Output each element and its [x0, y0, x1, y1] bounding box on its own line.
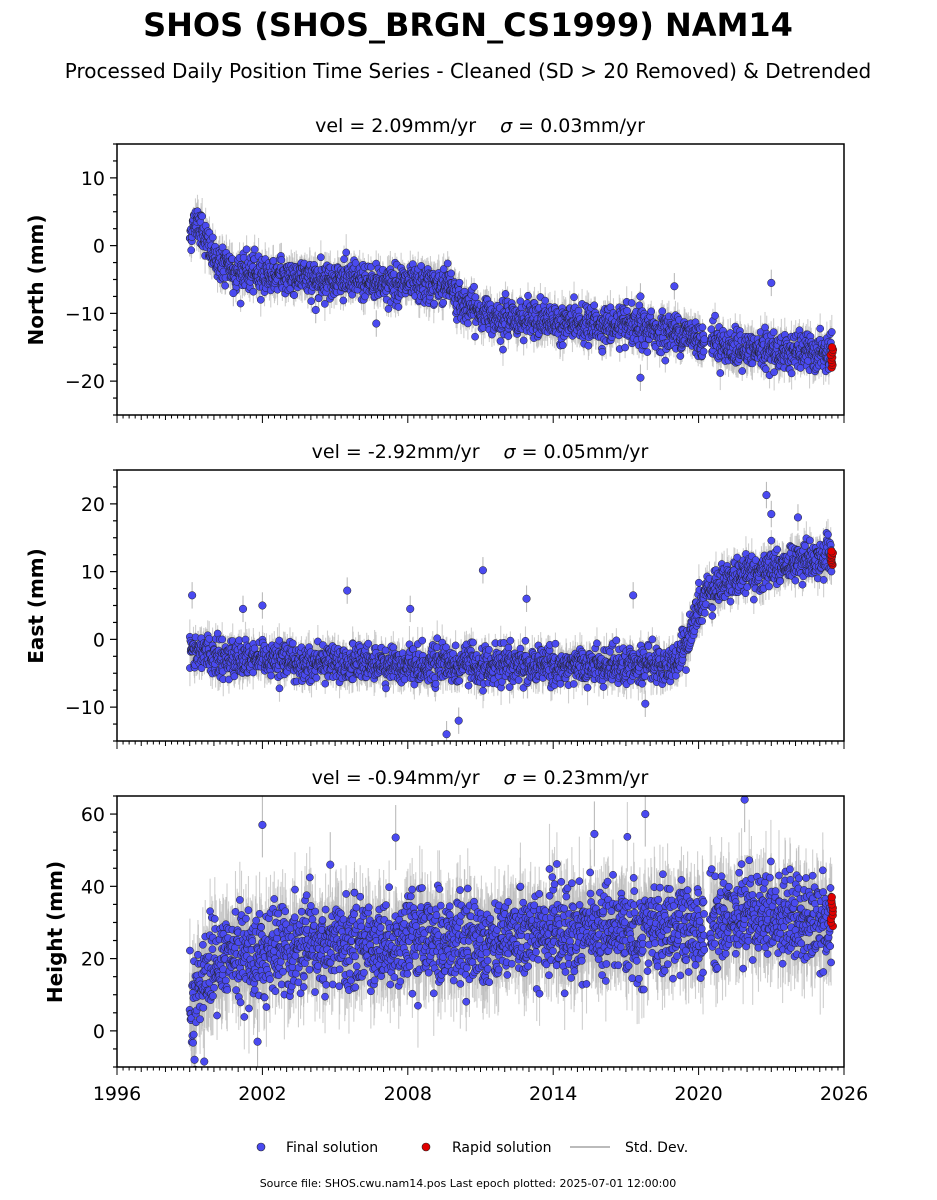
panel-north-plot: 10 0 −10 −20 [65, 143, 845, 423]
final-point-outlier [636, 292, 645, 301]
final-point [496, 337, 505, 345]
panel-east-sigma-symbol: σ [504, 441, 517, 463]
final-solution-points [185, 207, 836, 382]
final-point [541, 296, 550, 305]
final-point [351, 259, 360, 267]
final-point [570, 293, 578, 302]
final-point [698, 323, 707, 332]
figure-title: SHOS (SHOS_BRGN_CS1999) NAM14 [143, 6, 793, 44]
final-point [816, 324, 825, 333]
final-point [290, 291, 299, 300]
final-point [307, 297, 316, 306]
y-tick-label: 0 [93, 236, 105, 258]
panel-north: vel = 2.09mm/yr σ = 0.03mm/yr North (mm) … [24, 115, 845, 423]
panel-north-sigma: = 0.03mm/yr [512, 115, 645, 137]
final-point [471, 293, 480, 302]
final-point [417, 262, 426, 270]
y-tick-label: −10 [65, 303, 105, 325]
final-point [339, 296, 348, 305]
final-point [621, 343, 629, 352]
figure-subtitle: Processed Daily Position Time Series - C… [65, 59, 871, 83]
final-point [676, 352, 685, 360]
final-point [249, 287, 258, 296]
final-point [208, 233, 217, 242]
rapid-solution-points [826, 343, 838, 372]
final-point [661, 356, 670, 365]
final-point [236, 299, 245, 308]
final-point [221, 281, 229, 290]
final-point [187, 246, 196, 255]
final-point [340, 255, 348, 264]
final-point [787, 369, 796, 378]
final-point [598, 347, 607, 356]
y-tick-label: 10 [81, 168, 105, 190]
final-point [716, 369, 725, 377]
final-point [314, 294, 323, 303]
final-point [455, 278, 464, 287]
final-point [501, 290, 510, 298]
final-point [504, 332, 513, 340]
final-point-outlier [670, 282, 679, 291]
final-point [321, 300, 329, 308]
panel-east-vel: vel = -2.92mm/yr [312, 441, 480, 463]
panel-east-ylabel: East (mm) [24, 548, 48, 664]
panel-north-ylabel: North (mm) [24, 214, 48, 345]
final-point [748, 359, 757, 368]
final-point-outlier [229, 289, 238, 298]
final-point [277, 256, 286, 264]
final-point [623, 306, 631, 315]
final-point [827, 328, 836, 336]
final-point [519, 336, 528, 345]
final-point [464, 319, 472, 328]
final-point [443, 259, 452, 268]
final-point [394, 303, 403, 311]
final-point [700, 335, 709, 344]
final-point [470, 282, 478, 291]
final-point-outlier [636, 373, 645, 382]
final-point [439, 298, 448, 307]
final-point-outlier [767, 278, 776, 287]
final-point [317, 253, 325, 262]
final-point [439, 265, 448, 273]
final-point [198, 212, 207, 221]
std-dev-bars [189, 481, 833, 741]
final-point [584, 341, 593, 350]
final-point [658, 307, 667, 316]
final-point [524, 291, 532, 300]
rapid-point [828, 343, 837, 352]
final-point [471, 332, 479, 341]
final-point-outlier [372, 319, 381, 328]
final-point [558, 341, 567, 350]
final-point [499, 345, 507, 354]
panel-north-sigma-symbol: σ [500, 115, 513, 137]
final-point [699, 347, 708, 356]
final-point [647, 307, 656, 316]
final-point [590, 301, 599, 310]
final-point [711, 311, 719, 320]
final-point [738, 367, 747, 375]
y-tick-label: −20 [65, 371, 105, 393]
final-point [770, 368, 779, 377]
final-point-outlier [311, 305, 320, 315]
final-point [384, 305, 393, 313]
final-point [242, 245, 251, 254]
final-point [769, 328, 778, 337]
final-point [250, 245, 259, 254]
panel-east-sigma: = 0.05mm/yr [516, 441, 649, 463]
final-point [447, 269, 455, 278]
final-point [342, 248, 351, 257]
final-point [627, 299, 636, 307]
panel-north-vel: vel = 2.09mm/yr [315, 115, 476, 137]
panel-east: vel = -2.92mm/yr σ = 0.05mm/yr East (mm) … [24, 441, 845, 749]
final-point [256, 295, 265, 304]
panel-east-title: vel = -2.92mm/yr σ = 0.05mm/yr [312, 441, 649, 463]
final-point [430, 299, 439, 308]
final-point [643, 348, 652, 356]
plot-area [185, 194, 838, 391]
final-point [761, 365, 770, 374]
panel-north-title: vel = 2.09mm/yr σ = 0.03mm/yr [315, 115, 645, 137]
plot-area [185, 481, 837, 741]
